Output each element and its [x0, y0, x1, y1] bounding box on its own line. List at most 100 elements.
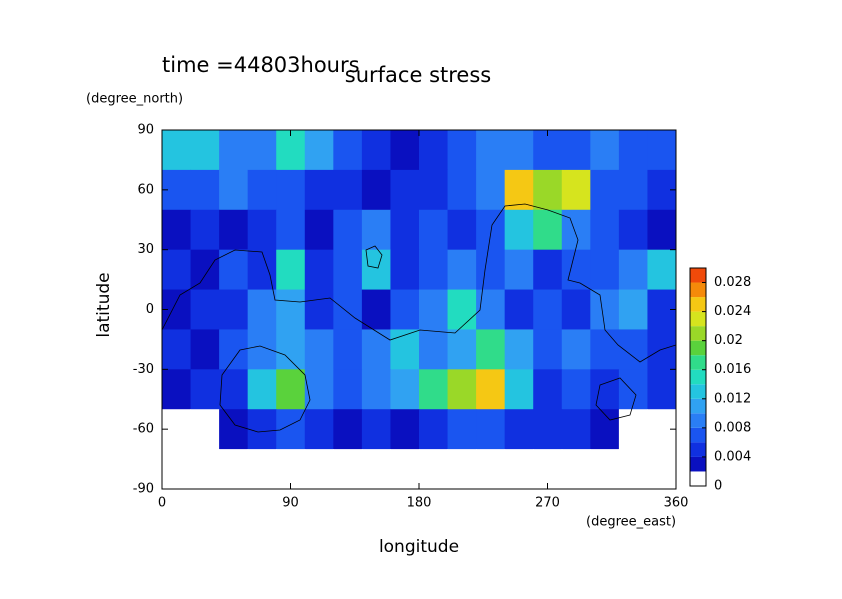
field-cell: [304, 130, 334, 171]
field-cell: [504, 169, 534, 211]
field-cell: [390, 409, 420, 450]
field-cell: [533, 449, 563, 489]
field-cell: [361, 289, 391, 330]
field-cell: [590, 449, 620, 489]
field-cell: [533, 409, 563, 450]
field-cell: [647, 449, 676, 489]
colorbar-tick-label: 0.028: [714, 275, 751, 290]
field-cell: [533, 329, 563, 370]
field-cell: [419, 449, 449, 489]
field-cell: [419, 329, 449, 370]
field-cell: [190, 209, 220, 251]
field-cell: [447, 209, 477, 251]
colorbar-band: [690, 413, 706, 428]
colorbar-band: [690, 311, 706, 327]
field-cell: [219, 249, 249, 291]
field-cell: [247, 409, 277, 450]
y-unit: (degree_north): [86, 92, 183, 107]
field-cell: [304, 249, 334, 291]
x-tick-label: 0: [158, 496, 166, 511]
field-cell: [361, 409, 391, 450]
field-cell: [333, 329, 363, 370]
colorbar-tick-label: 0.004: [714, 449, 751, 464]
colorbar-tick-label: 0.02: [714, 333, 743, 348]
field-cell: [361, 329, 391, 370]
field-cell: [504, 209, 534, 251]
field-cell: [219, 169, 249, 211]
field-cell: [590, 169, 620, 211]
field-cell: [219, 369, 249, 410]
field-cell: [419, 209, 449, 251]
y-tick-label: -30: [133, 362, 154, 377]
field-cell: [590, 369, 620, 410]
field-cell: [361, 449, 391, 489]
field-cell: [390, 209, 420, 251]
field-cell: [419, 409, 449, 450]
field-cell: [276, 209, 306, 251]
field-cell: [618, 169, 648, 211]
field-cell: [304, 329, 334, 370]
field-cell: [618, 209, 648, 251]
field-cell: [247, 169, 277, 211]
field-cell: [390, 249, 420, 291]
colorbar-band: [690, 471, 706, 486]
field-cell: [162, 249, 192, 291]
field-cell: [390, 369, 420, 410]
field-cell: [390, 169, 420, 211]
field-cell: [504, 449, 534, 489]
field-cell: [476, 369, 506, 410]
field-cell: [162, 209, 192, 251]
field-cell: [390, 130, 420, 171]
field-cell: [333, 209, 363, 251]
field-cell: [276, 289, 306, 330]
colorbar-frame: [689, 267, 707, 487]
field-cell: [419, 130, 449, 171]
field-cell: [361, 369, 391, 410]
field-cell: [618, 249, 648, 291]
field-cell: [390, 449, 420, 489]
field-cell: [390, 289, 420, 330]
field-cell: [304, 369, 334, 410]
field-cell: [561, 249, 591, 291]
field-cell: [447, 449, 477, 489]
field-cell: [476, 209, 506, 251]
coastline: [365, 245, 383, 269]
field-cell: [618, 409, 648, 450]
field-cell: [504, 369, 534, 410]
field-cell: [561, 409, 591, 450]
field-cell: [333, 409, 363, 450]
field-cell: [476, 289, 506, 330]
field-cell: [504, 249, 534, 291]
field-cell: [561, 130, 591, 171]
field-cell: [590, 289, 620, 330]
field-cell: [419, 289, 449, 330]
field-cell: [504, 329, 534, 370]
x-tick-label: 270: [535, 496, 560, 511]
field-cell: [504, 409, 534, 450]
field-cell: [333, 449, 363, 489]
field-cell: [190, 130, 220, 171]
field-cell: [590, 209, 620, 251]
colorbar-band: [690, 427, 706, 443]
colorbar-band: [690, 369, 706, 385]
field-cell: [590, 409, 620, 450]
x-unit: (degree_east): [586, 515, 676, 530]
field-cell: [590, 249, 620, 291]
field-cell: [304, 289, 334, 330]
coastline: [595, 377, 637, 421]
field-cell: [504, 289, 534, 330]
field-cell: [561, 169, 591, 211]
field-cell: [447, 130, 477, 171]
field-cell: [618, 329, 648, 370]
field-cell: [561, 369, 591, 410]
field-cell: [561, 449, 591, 489]
field-cell: [561, 209, 591, 251]
x-tick-label: 360: [664, 496, 689, 511]
field-cell: [276, 449, 306, 489]
field-cell: [162, 130, 192, 171]
field-cell: [533, 209, 563, 251]
field-cell: [247, 329, 277, 370]
field-cell: [333, 130, 363, 171]
field-cell: [361, 130, 391, 171]
field-cell: [190, 409, 220, 450]
